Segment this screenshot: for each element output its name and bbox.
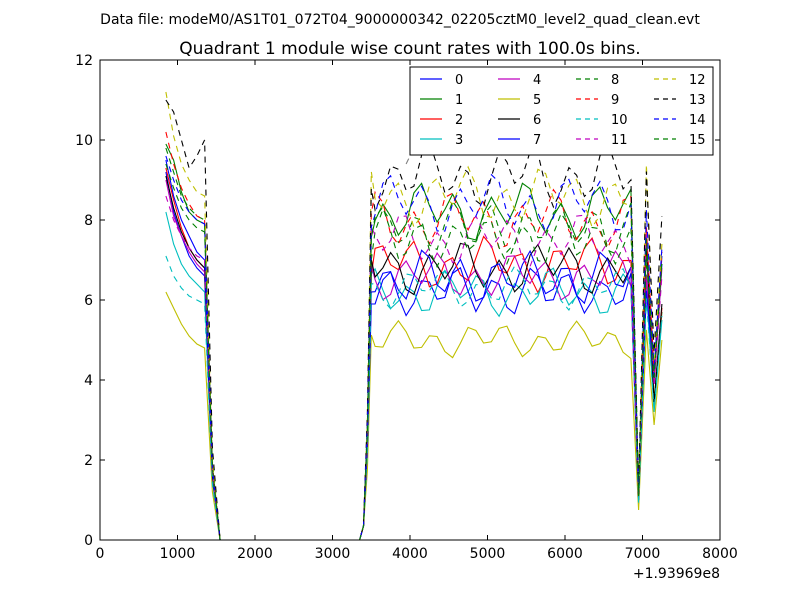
- series-line-15: [165, 163, 663, 540]
- series-line-2: [165, 167, 663, 540]
- series-line-12: [165, 91, 663, 540]
- legend-label-1: 1: [455, 93, 463, 108]
- legend-label-11: 11: [611, 133, 628, 148]
- x-tick-label: 5000: [470, 546, 506, 562]
- legend-label-3: 3: [455, 133, 463, 148]
- y-tick-label: 4: [84, 373, 93, 389]
- legend-box: [409, 66, 714, 156]
- series-line-3: [165, 211, 663, 540]
- x-tick-label: 8000: [702, 546, 738, 562]
- y-tick-label: 0: [84, 533, 93, 549]
- legend-label-2: 2: [455, 113, 463, 128]
- y-tick-label: 6: [84, 293, 93, 309]
- legend-label-7: 7: [533, 133, 541, 148]
- series-layer: [165, 91, 663, 540]
- legend-label-0: 0: [455, 73, 463, 88]
- x-tick-label: 4000: [392, 546, 428, 562]
- x-tick-label: 6000: [547, 546, 583, 562]
- series-line-11: [165, 195, 663, 540]
- x-tick-label: 7000: [625, 546, 661, 562]
- y-tick-label: 2: [84, 453, 93, 469]
- legend-label-9: 9: [611, 93, 619, 108]
- legend-label-15: 15: [689, 133, 706, 148]
- series-line-14: [165, 155, 663, 540]
- chart-title: Quadrant 1 module wise count rates with …: [179, 39, 640, 59]
- x-tick-label: 0: [96, 546, 105, 562]
- series-line-7: [165, 159, 663, 540]
- legend-label-6: 6: [533, 113, 541, 128]
- legend-label-10: 10: [611, 113, 628, 128]
- x-tick-label: 3000: [315, 546, 351, 562]
- y-tick-label: 8: [84, 213, 93, 229]
- series-line-4: [165, 179, 663, 540]
- legend-label-5: 5: [533, 93, 541, 108]
- series-line-5: [165, 291, 663, 540]
- legend-label-13: 13: [689, 93, 706, 108]
- axis-ticks: 0 1000 2000 3000 4000 5000 6000 7000 80000246810…: [75, 53, 738, 562]
- x-tick-label: 1000: [160, 546, 196, 562]
- y-tick-label: 10: [75, 133, 93, 149]
- legend-label-4: 4: [533, 73, 541, 88]
- series-line-13: [165, 99, 663, 540]
- legend-label-8: 8: [611, 73, 619, 88]
- y-tick-label: 12: [75, 53, 93, 69]
- x-tick-label: 2000: [237, 546, 273, 562]
- legend-label-14: 14: [689, 113, 706, 128]
- x-offset-label: +1.93969e8: [633, 566, 720, 582]
- legend-label-12: 12: [689, 73, 706, 88]
- series-line-6: [165, 175, 663, 540]
- series-line-9: [165, 131, 663, 540]
- data-file-label: Data file: modeM0/AS1T01_072T04_90000003…: [100, 12, 700, 28]
